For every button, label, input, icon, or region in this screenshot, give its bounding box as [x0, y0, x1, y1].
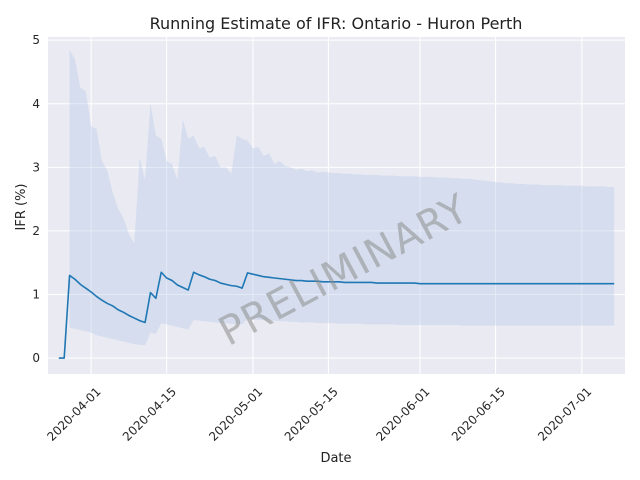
x-tick-label: 2020-04-15	[120, 385, 179, 444]
y-tick-label: 2	[32, 224, 40, 238]
chart-title: Running Estimate of IFR: Ontario - Huron…	[150, 14, 523, 33]
y-tick-label: 1	[32, 288, 40, 302]
y-axis-label: IFR (%)	[14, 184, 29, 231]
x-tick-label: 2020-06-15	[449, 385, 508, 444]
y-tick-label: 0	[32, 351, 40, 365]
x-tick-label: 2020-07-01	[535, 385, 594, 444]
y-tick-label: 3	[32, 160, 40, 174]
confidence-band	[69, 49, 615, 346]
x-tick-label: 2020-04-01	[44, 385, 103, 444]
y-tick-label: 4	[32, 97, 40, 111]
series-line-layer	[58, 271, 615, 359]
x-axis-label: Date	[320, 451, 351, 466]
x-tick-label: 2020-05-15	[282, 385, 341, 444]
y-tick-label: 5	[32, 33, 40, 47]
ifr-estimate-line	[58, 271, 615, 359]
grid-layer	[48, 37, 625, 374]
x-tick-label: 2020-06-01	[373, 385, 432, 444]
x-tick-label: 2020-05-01	[206, 385, 265, 444]
plot-background	[48, 37, 625, 374]
confidence-band-layer	[69, 49, 615, 346]
